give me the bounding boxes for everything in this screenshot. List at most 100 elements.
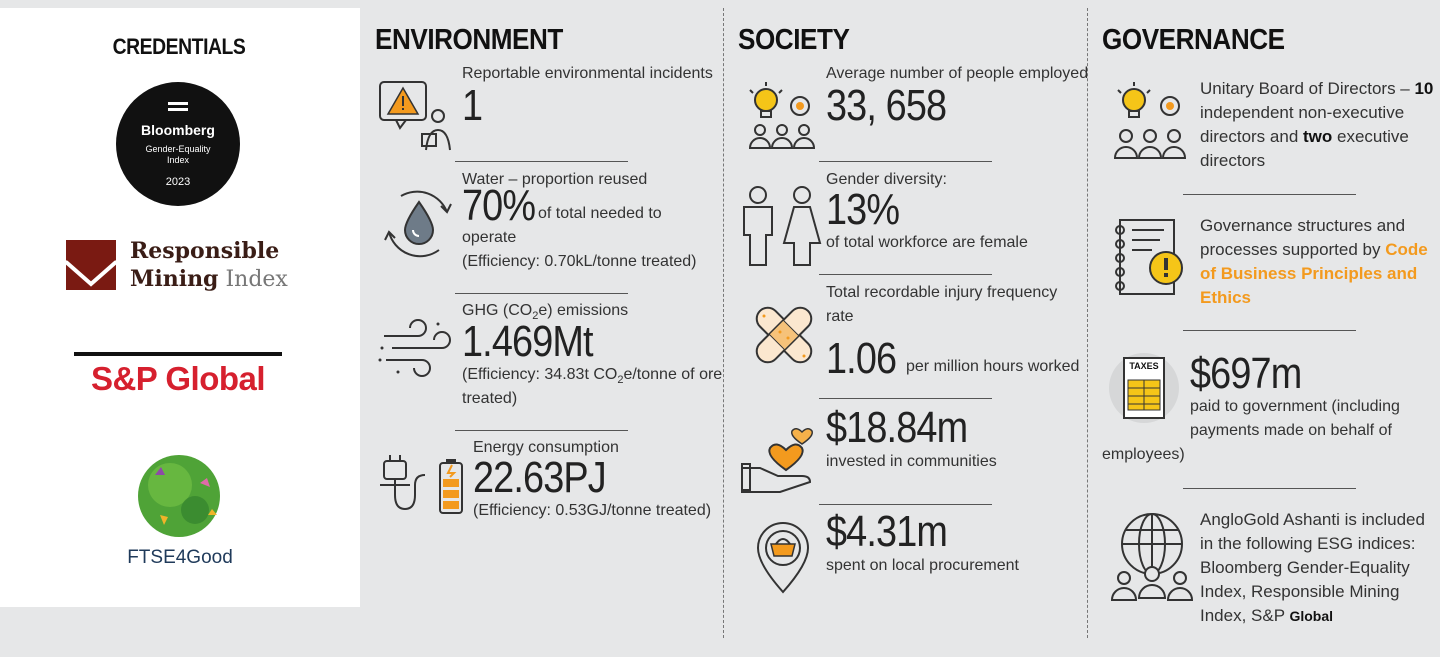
gender-icon bbox=[743, 186, 822, 266]
board-line3-post: executive bbox=[1332, 127, 1409, 146]
board-line3-bold: two bbox=[1303, 127, 1333, 146]
board-line3: directors and two executive bbox=[1200, 125, 1409, 149]
soc-rule-2 bbox=[819, 274, 992, 275]
code-link-part2[interactable]: of Business Principles and bbox=[1200, 264, 1418, 283]
soc-rule-3 bbox=[819, 398, 992, 399]
board-line3-pre: directors and bbox=[1200, 127, 1303, 146]
bloomberg-year: 2023 bbox=[165, 176, 191, 188]
env-rule-1 bbox=[455, 161, 628, 162]
bloomberg-gei-logo: Bloomberg Gender-Equality Index 2023 bbox=[114, 80, 242, 208]
ghg-label-pre: GHG (CO bbox=[462, 302, 533, 319]
board-people-ideas-icon bbox=[1113, 82, 1187, 159]
code-document-icon bbox=[1115, 219, 1183, 295]
board-num: 10 bbox=[1414, 79, 1434, 98]
energy-value: 22.63PJ bbox=[473, 453, 607, 502]
structures-line2: processes supported by Code bbox=[1200, 238, 1428, 262]
divider-soc-gov bbox=[1087, 8, 1088, 638]
ghg-line1-post: e/tonne of ore bbox=[623, 366, 723, 383]
society-heading: SOCIETY bbox=[738, 24, 850, 56]
gender-line1: of total workforce are female bbox=[826, 234, 1028, 251]
injury-label1: Total recordable injury frequency bbox=[826, 284, 1058, 301]
ghg-label-post: e) emissions bbox=[538, 302, 629, 319]
ghg-line1: (Efficiency: 34.83t CO2e/tonne of ore bbox=[462, 363, 722, 392]
communities-line1: invested in communities bbox=[826, 453, 997, 470]
ghg-line1-sub: 2 bbox=[617, 374, 624, 387]
gov-rule-2 bbox=[1183, 330, 1356, 331]
procurement-value: $4.31m bbox=[826, 507, 948, 556]
employed-label: Average number of people employed bbox=[826, 65, 1089, 82]
hand-heart-icon bbox=[741, 428, 814, 493]
taxes-line2: payments made on behalf of bbox=[1190, 422, 1392, 439]
communities-value: $18.84m bbox=[826, 403, 968, 452]
structures-line2-pre: processes supported by bbox=[1200, 240, 1386, 259]
taxes-line1: paid to government (including bbox=[1190, 398, 1400, 415]
sp-name: S&P Global bbox=[90, 360, 266, 397]
plug-battery-icon bbox=[380, 455, 463, 514]
rmi-line1: Responsible bbox=[130, 238, 280, 264]
rmi-line2: Mining Index bbox=[130, 266, 288, 292]
indices-line2: in the following ESG indices: bbox=[1200, 534, 1416, 553]
people-ideas-icon bbox=[748, 82, 816, 149]
bandage-icon bbox=[755, 306, 813, 364]
water-line2: operate bbox=[462, 229, 517, 246]
injury-value: 1.06 bbox=[826, 334, 897, 383]
indices-line5-bold: Global bbox=[1289, 608, 1334, 624]
bloomberg-badge-icon bbox=[116, 82, 240, 206]
water-value: 70% bbox=[462, 181, 536, 230]
indices-line1: AngloGold Ashanti is included bbox=[1200, 510, 1425, 529]
divider-env-soc bbox=[723, 8, 724, 638]
water-label: Water – proportion reused bbox=[462, 171, 648, 188]
governance-heading: GOVERNANCE bbox=[1102, 24, 1285, 56]
local-basket-pin-icon bbox=[756, 522, 810, 594]
energy-line1: (Efficiency: 0.53GJ/tonne treated) bbox=[473, 502, 712, 519]
globe-people-icon bbox=[1110, 513, 1194, 601]
rmi-envelope-icon bbox=[64, 240, 118, 290]
injury-suffix: per million hours worked bbox=[906, 358, 1080, 375]
water-value-row: 70% bbox=[462, 184, 547, 228]
code-link-part1[interactable]: Code bbox=[1385, 240, 1428, 259]
water-recycle-icon bbox=[384, 190, 452, 258]
taxes-form-icon bbox=[1109, 353, 1179, 423]
board-line1: Unitary Board of Directors – 10 bbox=[1200, 77, 1433, 101]
indices-line4: Index, Responsible Mining bbox=[1200, 582, 1400, 601]
env-rule-2 bbox=[455, 293, 628, 294]
taxes-line3: employees) bbox=[1102, 446, 1185, 463]
procurement-line1: spent on local procurement bbox=[826, 557, 1019, 574]
taxes-icon-label: TAXES bbox=[1129, 361, 1159, 371]
injury-label2: rate bbox=[826, 308, 854, 325]
globe-icon bbox=[138, 455, 220, 537]
rmi-mining: Mining bbox=[130, 266, 219, 292]
bloomberg-name: Bloomberg bbox=[141, 122, 215, 138]
bloomberg-line2: Index bbox=[166, 155, 190, 165]
gov-rule-1 bbox=[1183, 194, 1356, 195]
credentials-title: CREDENTIALS bbox=[112, 34, 246, 59]
ghg-line1-pre: (Efficiency: 34.83t CO bbox=[462, 366, 618, 383]
bloomberg-line1: Gender-Equality bbox=[145, 144, 211, 154]
gender-label: Gender diversity: bbox=[826, 171, 947, 188]
sp-bar bbox=[74, 352, 282, 356]
board-line2: independent non-executive bbox=[1200, 103, 1405, 122]
ghg-value: 1.469Mt bbox=[462, 317, 594, 366]
indices-line5-pre: Index, S&P bbox=[1200, 606, 1290, 625]
incidents-label: Reportable environmental incidents bbox=[462, 65, 713, 82]
rmi-index: Index bbox=[225, 267, 288, 292]
ftse-name: FTSE4Good bbox=[127, 547, 233, 568]
taxes-value: $697m bbox=[1190, 349, 1302, 398]
incident-report-icon bbox=[379, 81, 451, 151]
gender-value: 13% bbox=[826, 185, 900, 234]
sp-global-logo: S&P Global bbox=[74, 352, 282, 404]
water-suffix: of total needed to bbox=[538, 205, 662, 222]
ghg-line2: treated) bbox=[462, 390, 518, 407]
soc-rule-1 bbox=[819, 161, 992, 162]
soc-rule-4 bbox=[819, 504, 992, 505]
water-line3: (Efficiency: 0.70kL/tonne treated) bbox=[462, 253, 697, 270]
code-link-part3[interactable]: Ethics bbox=[1200, 288, 1252, 307]
board-line4: directors bbox=[1200, 151, 1266, 170]
employed-value: 33, 658 bbox=[826, 81, 947, 130]
incidents-value: 1 bbox=[462, 81, 483, 130]
ghg-label: GHG (CO2e) emissions bbox=[462, 299, 628, 328]
board-pre: Unitary Board of Directors – bbox=[1200, 79, 1415, 98]
gov-rule-3 bbox=[1183, 488, 1356, 489]
indices-line5: Index, S&P Global bbox=[1200, 604, 1333, 628]
env-rule-3 bbox=[455, 430, 628, 431]
